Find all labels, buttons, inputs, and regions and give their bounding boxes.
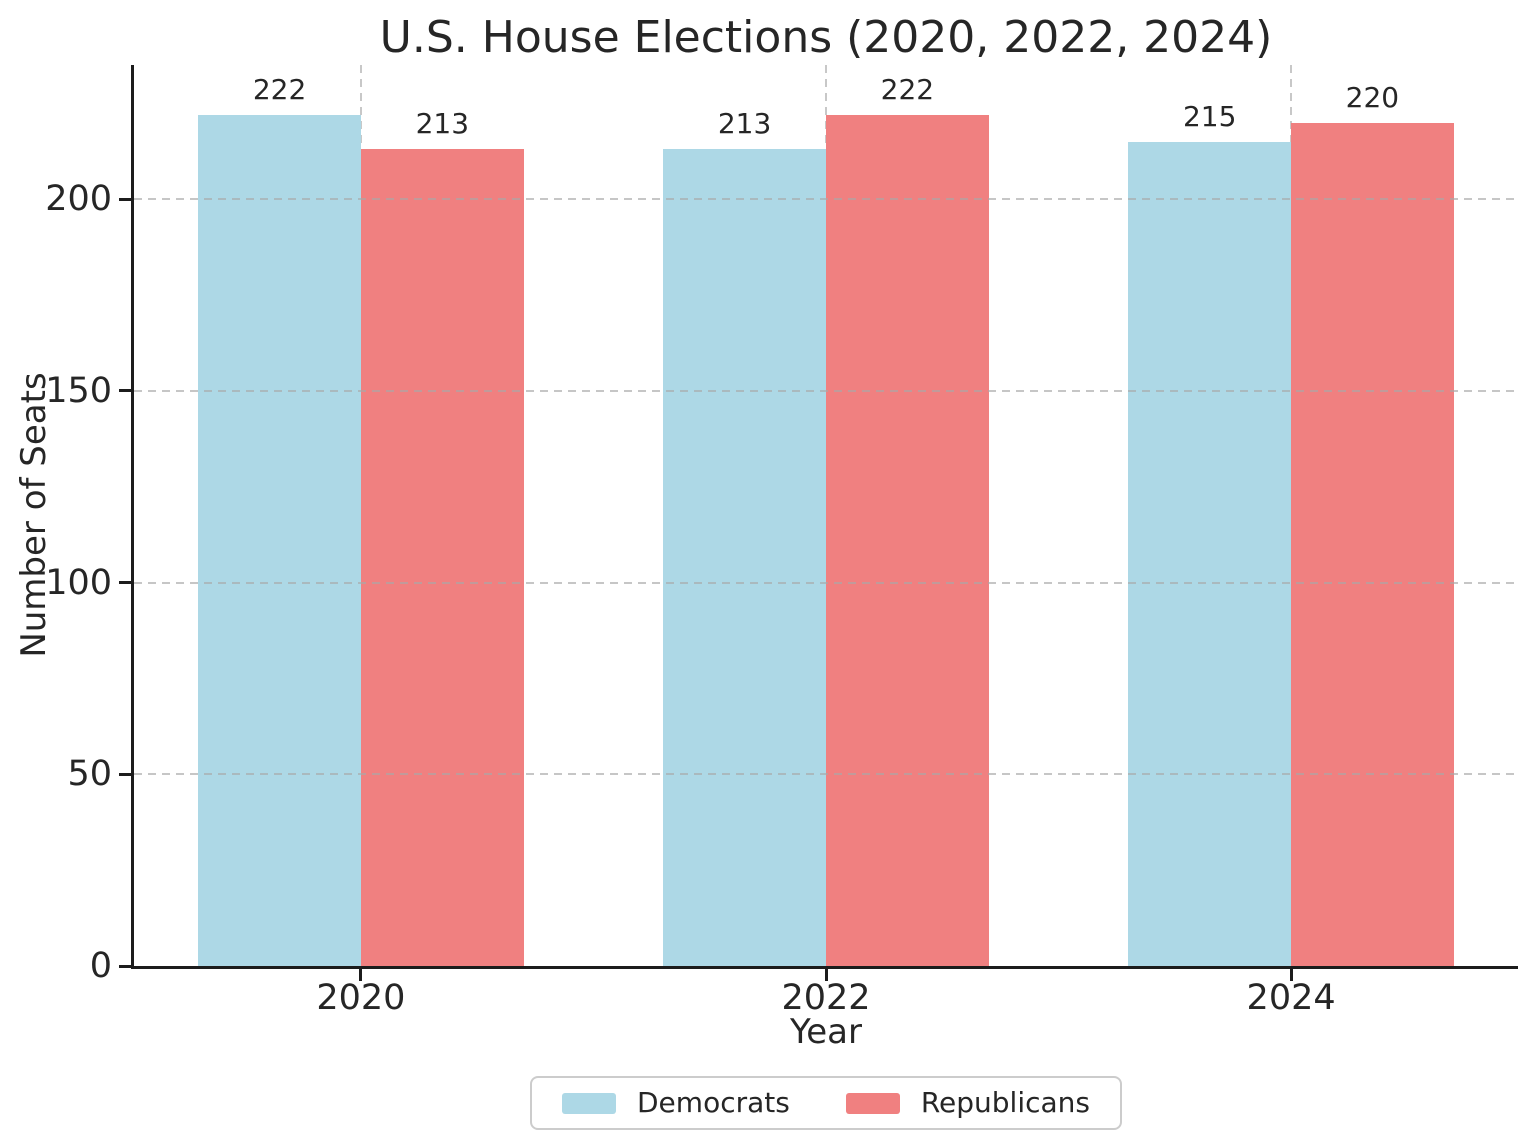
y-tick-label-0: 0 bbox=[89, 946, 112, 986]
x-tick-mark-2024 bbox=[1289, 969, 1293, 981]
bar-republicans-2024 bbox=[1291, 122, 1454, 966]
bar-democrats-2022 bbox=[663, 149, 826, 966]
y-tick-label-200: 200 bbox=[45, 179, 112, 220]
x-tick-mark-2022 bbox=[824, 969, 828, 981]
x-tick-label-2022: 2022 bbox=[781, 978, 871, 1018]
horizontal-gridline-100 bbox=[134, 581, 1518, 584]
horizontal-gridline-150 bbox=[134, 389, 1518, 392]
legend-item-democrats: Democrats bbox=[562, 1088, 790, 1118]
chart-title: U.S. House Elections (2020, 2022, 2024) bbox=[379, 12, 1273, 63]
x-axis-title: Year bbox=[790, 1012, 862, 1052]
y-tick-mark-100 bbox=[119, 581, 132, 585]
y-tick-label-100: 100 bbox=[45, 562, 112, 603]
value-label-republicans-2024: 220 bbox=[1345, 80, 1400, 114]
y-tick-mark-50 bbox=[119, 772, 132, 776]
horizontal-gridline-50 bbox=[134, 773, 1518, 776]
legend: Democrats Republicans bbox=[530, 1076, 1122, 1130]
bar-republicans-2020 bbox=[360, 149, 524, 966]
legend-label-republicans: Republicans bbox=[920, 1086, 1090, 1119]
value-label-republicans-2022: 222 bbox=[880, 72, 935, 106]
y-tick-label-150: 150 bbox=[45, 370, 112, 411]
horizontal-gridline-200 bbox=[134, 198, 1518, 201]
plot-area: 222 213 215 213 222 220 bbox=[134, 65, 1518, 966]
legend-swatch-republicans bbox=[845, 1092, 900, 1114]
x-axis-spine bbox=[131, 966, 1518, 969]
bar-democrats-2024 bbox=[1128, 141, 1292, 966]
y-tick-mark-150 bbox=[119, 389, 132, 393]
bar-democrats-2020 bbox=[198, 114, 361, 966]
y-tick-mark-0 bbox=[119, 964, 132, 968]
y-tick-mark-200 bbox=[119, 197, 132, 201]
value-label-democrats-2022: 213 bbox=[717, 107, 772, 141]
y-tick-label-50: 50 bbox=[67, 754, 112, 795]
legend-item-republicans: Republicans bbox=[845, 1086, 1090, 1119]
x-tick-mark-2020 bbox=[359, 969, 363, 981]
value-label-democrats-2020: 222 bbox=[252, 72, 307, 106]
x-tick-label-2020: 2020 bbox=[316, 978, 406, 1018]
legend-swatch-democrats bbox=[562, 1092, 616, 1114]
value-label-republicans-2020: 213 bbox=[415, 107, 470, 141]
value-label-democrats-2024: 215 bbox=[1182, 99, 1237, 133]
x-tick-label-2024: 2024 bbox=[1246, 978, 1336, 1018]
y-axis-spine bbox=[131, 65, 134, 969]
bar-republicans-2022 bbox=[826, 114, 989, 966]
legend-label-democrats: Democrats bbox=[637, 1086, 790, 1119]
y-axis-title: Number of Seats bbox=[14, 372, 54, 658]
